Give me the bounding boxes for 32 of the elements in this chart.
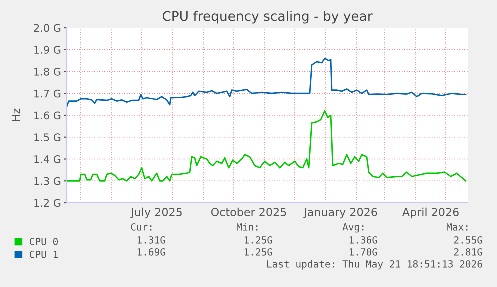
line-series: [67, 110, 467, 182]
text: 2.55G: [454, 236, 482, 244]
text: 1.36G: [350, 236, 378, 244]
legend-label: CPU 1: [30, 250, 58, 258]
text: Cur:: [131, 223, 152, 231]
x-tick-label: October 2025: [211, 208, 286, 216]
x-tick-label: April 2026: [402, 208, 459, 219]
y-tick-label: 1.2 G: [34, 199, 61, 208]
text: Last update: Thu May 21 18:51:13 2026: [267, 260, 482, 270]
text: 2.81G: [454, 248, 482, 256]
chart-title: CPU frequency scaling - by year: [162, 11, 373, 24]
y-tick-label: 2.0 G: [34, 24, 61, 32]
legend-label: CPU 0: [30, 238, 58, 246]
text: 1.31G: [138, 236, 166, 244]
y-tick-label: 1.4 G: [34, 155, 61, 164]
line-series: [67, 58, 467, 108]
x-tick-label: July 2025: [130, 208, 182, 219]
text: Avg:: [342, 224, 364, 233]
text: Min:: [236, 223, 258, 231]
y-tick-label: 1.9 G: [34, 46, 61, 54]
text: 1.70G: [350, 248, 378, 256]
y-tick-label: 1.3 G: [34, 177, 61, 186]
y-tick-label: 1.8 G: [34, 68, 61, 76]
y-tick-label: 1.5 G: [34, 134, 61, 142]
text: 1.69G: [138, 248, 166, 256]
text: Max:: [446, 224, 468, 231]
y-axis-title: Hz: [12, 108, 20, 122]
text: 1.25G: [244, 248, 272, 256]
text: 1.25G: [244, 236, 272, 244]
y-tick-label: 1.6 G: [34, 112, 61, 120]
y-tick-label: 1.7 G: [34, 90, 61, 98]
x-tick-label: January 2026: [303, 208, 378, 219]
